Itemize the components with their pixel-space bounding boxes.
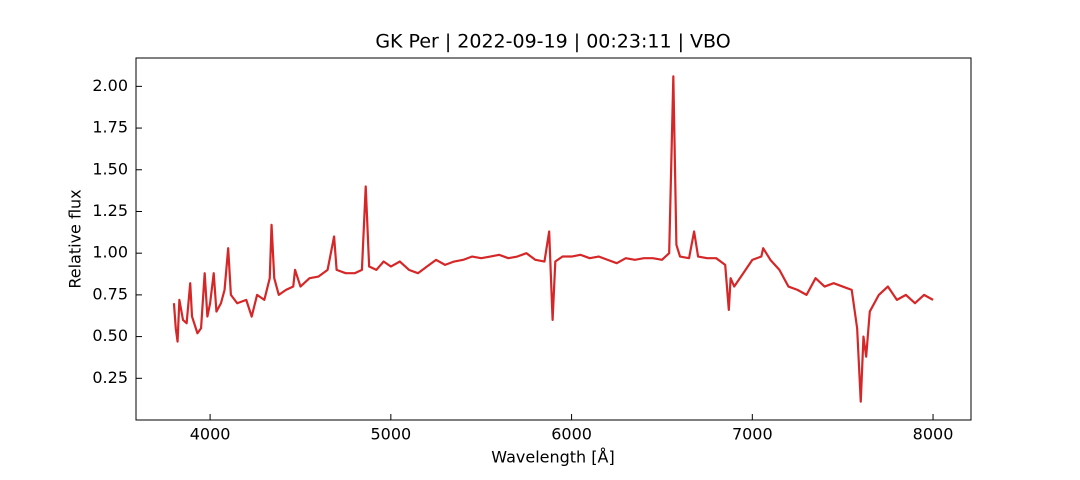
x-tick-label: 5000 bbox=[370, 425, 411, 444]
y-tick-label: 1.00 bbox=[92, 243, 128, 262]
x-tick-label: 4000 bbox=[190, 425, 231, 444]
y-tick-label: 1.25 bbox=[92, 201, 128, 220]
x-tick-label: 8000 bbox=[913, 425, 954, 444]
spectrum-line bbox=[172, 75, 934, 403]
y-tick-label: 2.00 bbox=[92, 76, 128, 95]
y-tick-label: 0.75 bbox=[92, 284, 128, 303]
x-axis-label: Wavelength [Å] bbox=[491, 448, 614, 467]
x-tick-label: 6000 bbox=[551, 425, 592, 444]
y-tick-label: 1.75 bbox=[92, 118, 128, 137]
plot-frame bbox=[135, 57, 972, 421]
y-tick-label: 0.25 bbox=[92, 368, 128, 387]
y-tick-label: 1.50 bbox=[92, 159, 128, 178]
x-tick-label: 7000 bbox=[732, 425, 773, 444]
chart-title: GK Per | 2022-09-19 | 00:23:11 | VBO bbox=[375, 31, 730, 53]
y-axis-label: Relative flux bbox=[66, 189, 85, 288]
y-tick-label: 0.50 bbox=[92, 326, 128, 345]
